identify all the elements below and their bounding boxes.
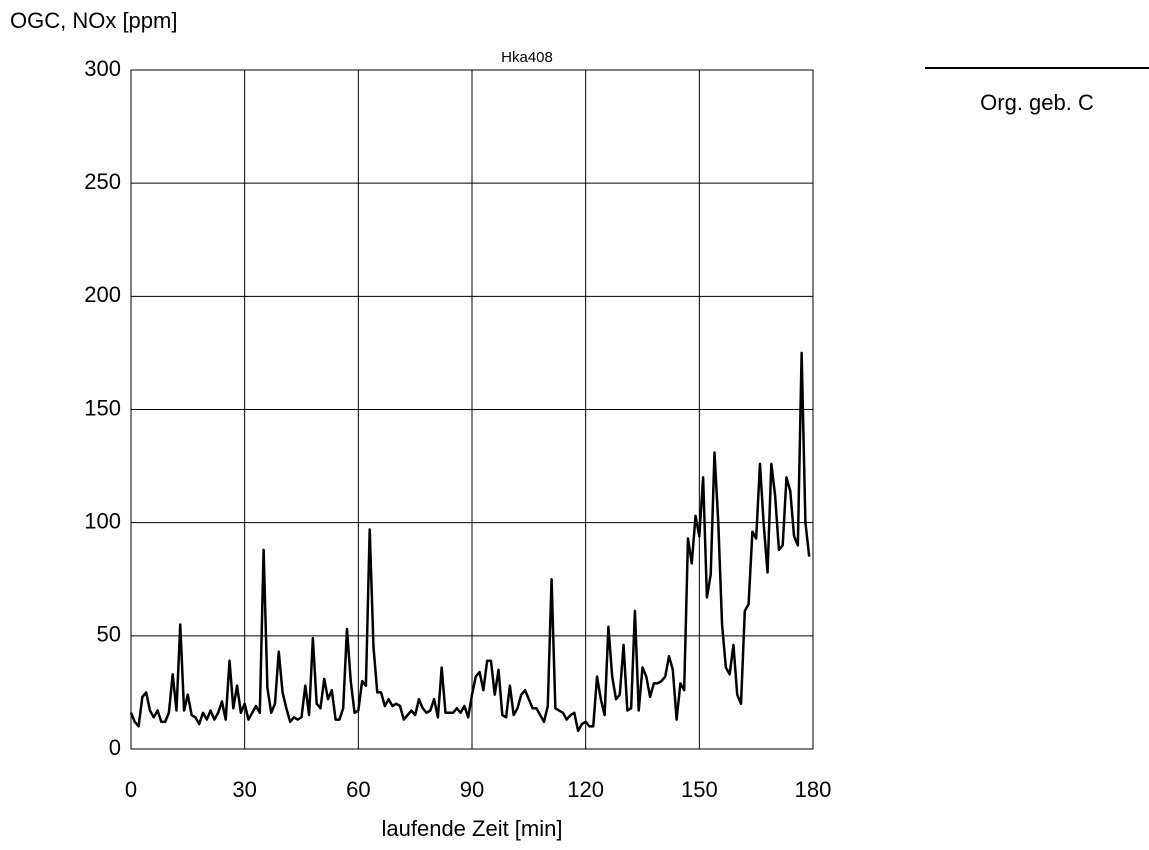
x-tick-label: 30 [232,777,256,802]
y-tick-label: 150 [84,395,121,420]
chart-title: Hka408 [501,49,553,66]
x-tick-label: 90 [460,777,484,802]
legend-label: Org. geb. C [980,90,1094,115]
y-tick-label: 300 [84,56,121,81]
x-tick-label: 60 [346,777,370,802]
x-tick-label: 0 [125,777,137,802]
y-tick-label: 250 [84,169,121,194]
x-tick-label: 120 [567,777,604,802]
x-axis-label: laufende Zeit [min] [382,816,563,841]
y-tick-label: 100 [84,508,121,533]
x-tick-label: 180 [795,777,832,802]
y-axis-label: OGC, NOx [ppm] [10,8,177,33]
data-line [129,351,811,733]
y-tick-label: 200 [84,282,121,307]
y-tick-label: 50 [97,622,121,647]
x-tick-label: 150 [681,777,718,802]
y-tick-label: 0 [109,735,121,760]
